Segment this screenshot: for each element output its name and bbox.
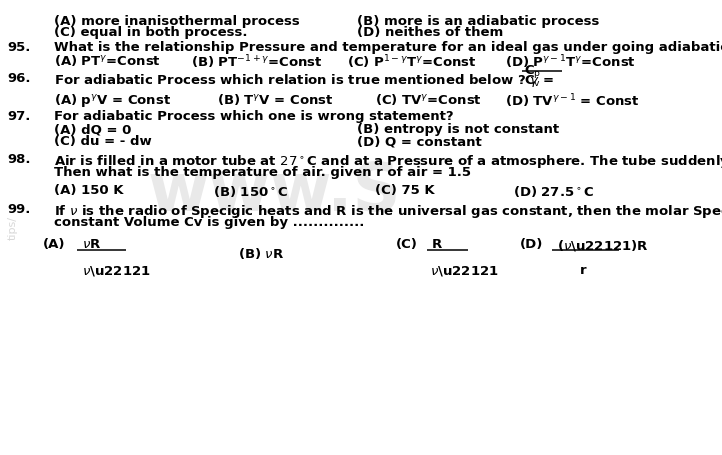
- Text: R: R: [432, 238, 442, 251]
- Text: (D) P$^{\gamma-1}$T$^{\gamma}$=Const: (D) P$^{\gamma-1}$T$^{\gamma}$=Const: [505, 53, 636, 71]
- Text: (D) neithes of them: (D) neithes of them: [357, 26, 504, 40]
- Text: (B) entropy is not constant: (B) entropy is not constant: [357, 123, 560, 136]
- Text: (C) P$^{1-\gamma}$T$^{\gamma}$=Const: (C) P$^{1-\gamma}$T$^{\gamma}$=Const: [347, 53, 477, 71]
- Text: What is the relationship Pressure and temperature for an ideal gas under going a: What is the relationship Pressure and te…: [54, 41, 722, 54]
- Text: ($\nu$\u22121)R: ($\nu$\u22121)R: [557, 238, 649, 253]
- Text: 99.: 99.: [7, 202, 30, 216]
- Text: (A): (A): [43, 238, 66, 251]
- Text: (B) 150$^\circ$C: (B) 150$^\circ$C: [213, 184, 288, 199]
- Text: 98.: 98.: [7, 152, 31, 166]
- Text: (A) dQ = 0: (A) dQ = 0: [54, 123, 131, 136]
- Text: constant Volume Cv is given by ..............: constant Volume Cv is given by .........…: [54, 215, 365, 228]
- Text: (A) PT$^{\gamma}$=Const: (A) PT$^{\gamma}$=Const: [54, 53, 161, 68]
- Text: (A) more inanisothermal process: (A) more inanisothermal process: [54, 15, 300, 28]
- Text: r: r: [580, 263, 586, 276]
- Text: (D): (D): [520, 238, 543, 251]
- Text: (C) TV$^{\gamma}$=Const: (C) TV$^{\gamma}$=Const: [375, 92, 482, 107]
- Text: $\nu$\u22121: $\nu$\u22121: [82, 263, 151, 277]
- Text: (D) 27.5$^\circ$C: (D) 27.5$^\circ$C: [513, 184, 593, 199]
- Text: $\nu$R: $\nu$R: [82, 238, 102, 251]
- Text: (C) 75 K: (C) 75 K: [375, 184, 435, 197]
- Text: 96.: 96.: [7, 71, 31, 85]
- Text: Air is filled in a motor tube at $27^\circ$C and at a Pressure of a atmosphere. : Air is filled in a motor tube at $27^\ci…: [54, 152, 722, 169]
- Text: For adiabatic Process which one is wrong statement?: For adiabatic Process which one is wrong…: [54, 110, 453, 123]
- Text: (B) $\nu$R: (B) $\nu$R: [238, 246, 284, 261]
- Text: www.S: www.S: [147, 158, 401, 224]
- Text: (A) 150 K: (A) 150 K: [54, 184, 123, 197]
- Text: If $\nu$ is the radio of Specigic heats and R is the universal gas constant, the: If $\nu$ is the radio of Specigic heats …: [54, 202, 722, 219]
- Text: 97.: 97.: [7, 110, 30, 123]
- Text: (C) du = - dw: (C) du = - dw: [54, 135, 152, 148]
- Text: Then what is the temperature of air. given r of air = 1.5: Then what is the temperature of air. giv…: [54, 165, 471, 178]
- Text: $\nu$\u22121: $\nu$\u22121: [430, 263, 498, 277]
- Text: (C) equal in both process.: (C) equal in both process.: [54, 26, 248, 40]
- Text: (D) TV$^{\gamma-1}$ = Const: (D) TV$^{\gamma-1}$ = Const: [505, 92, 640, 110]
- Text: tips/: tips/: [8, 216, 18, 239]
- Text: (A) p$^{\gamma}$V = Const: (A) p$^{\gamma}$V = Const: [54, 92, 171, 109]
- Text: (B) PT$^{-1+\gamma}$=Const: (B) PT$^{-1+\gamma}$=Const: [191, 53, 323, 71]
- Text: (D) Q = constant: (D) Q = constant: [357, 135, 482, 148]
- Text: (B) more is an adiabatic process: (B) more is an adiabatic process: [357, 15, 600, 28]
- Text: For adiabatic Process which relation is true mentioned below ? $\gamma$ =: For adiabatic Process which relation is …: [54, 71, 554, 88]
- Text: C$_\mathrm{p}$: C$_\mathrm{p}$: [524, 63, 542, 80]
- Text: 95.: 95.: [7, 41, 30, 54]
- Text: (C): (C): [396, 238, 417, 251]
- Text: C$_\mathrm{v}$: C$_\mathrm{v}$: [524, 73, 542, 88]
- Text: (B) T$^{\gamma}$V = Const: (B) T$^{\gamma}$V = Const: [217, 92, 333, 107]
